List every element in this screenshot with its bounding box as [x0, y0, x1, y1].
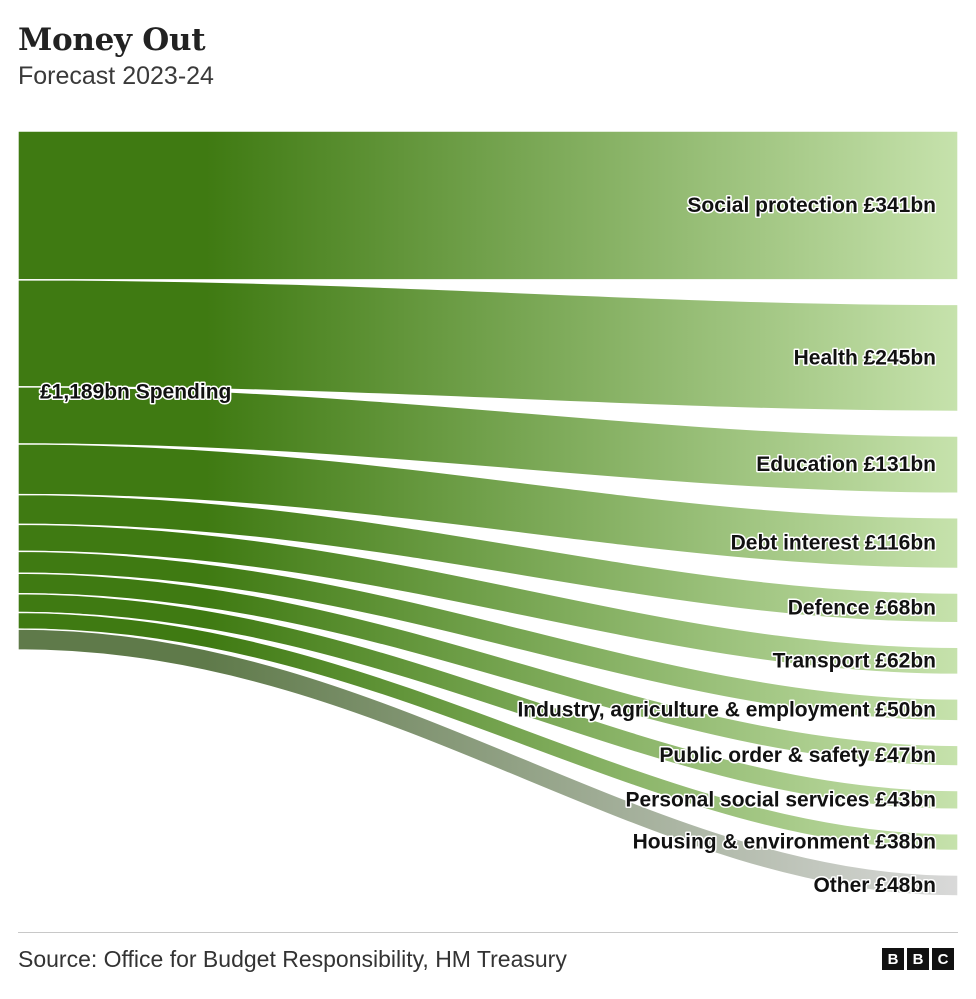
- footer-divider: [18, 932, 958, 933]
- sankey-chart: Social protection £341bn Health £245bn Edu…: [17, 130, 959, 899]
- flow-band: [17, 279, 959, 413]
- logo-letter: B: [907, 948, 929, 970]
- chart-subtitle: Forecast 2023-24: [18, 62, 214, 90]
- flow-band: [17, 523, 959, 676]
- flow-label: Housing & environment £38bn: [633, 831, 936, 854]
- flow-band: [17, 386, 959, 494]
- flow-label: Education £131bn: [756, 453, 936, 476]
- logo-letter: B: [882, 948, 904, 970]
- flow-label: Personal social services £43bn: [625, 788, 936, 811]
- flow-label: Transport £62bn: [773, 649, 936, 672]
- flow-band: [17, 611, 959, 852]
- flow-band: [17, 130, 959, 281]
- flow-band: [17, 550, 959, 722]
- flow-band: [17, 592, 959, 810]
- flow-band: [17, 493, 959, 624]
- bbc-logo: B B C: [882, 948, 954, 970]
- flow-label: Defence £68bn: [788, 596, 936, 619]
- flow-bands: [17, 130, 959, 897]
- source-node-label: £1,189bn Spending: [40, 381, 231, 404]
- flow-label: Social protection £341bn: [687, 194, 936, 217]
- flow-label: Other £48bn: [813, 874, 936, 897]
- flow-band: [17, 572, 959, 767]
- logo-letter: C: [932, 948, 954, 970]
- flow-label: Public order & safety £47bn: [659, 744, 936, 767]
- flow-label: Health £245bn: [794, 346, 936, 369]
- flow-band: [17, 628, 959, 897]
- flow-label: Industry, agriculture & employment £50bn: [517, 698, 936, 721]
- chart-title: Money Out: [18, 22, 206, 58]
- source-note: Source: Office for Budget Responsibility…: [18, 946, 567, 972]
- flow-band: [17, 443, 959, 570]
- flow-labels: Social protection £341bn Health £245bn Edu…: [39, 192, 938, 898]
- flow-label: Debt interest £116bn: [731, 532, 936, 555]
